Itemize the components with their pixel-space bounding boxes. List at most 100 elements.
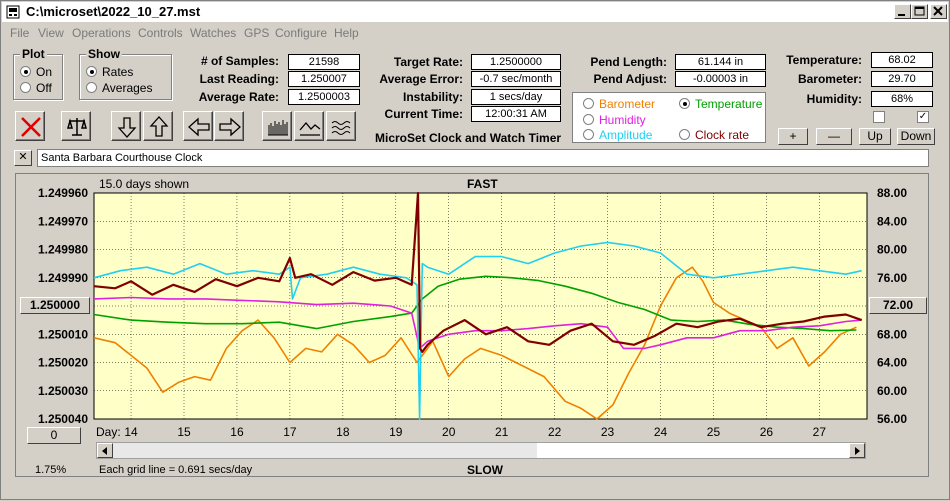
sensor-barometer-radio[interactable]: Barometer: [583, 97, 655, 111]
menu-gps[interactable]: GPS: [244, 26, 270, 40]
scroll-right-icon: [855, 447, 860, 455]
sensor-amplitude-radio[interactable]: Amplitude: [583, 128, 652, 142]
balance-button[interactable]: [61, 111, 91, 141]
right-value-button[interactable]: 72.00: [869, 297, 927, 314]
line-chart-icon: [299, 121, 321, 136]
series-line-clock-rate: [93, 191, 863, 353]
menu-help[interactable]: Help: [334, 26, 359, 40]
y-right-tick-label: 60.00: [877, 384, 907, 398]
fast-label: FAST: [467, 177, 498, 191]
arrow-left-button[interactable]: [183, 111, 213, 141]
scroll-right-button[interactable]: [849, 443, 865, 458]
y-left-tick-label: 1.249970: [38, 214, 88, 228]
temperature-field: 68.02: [871, 52, 933, 68]
plus-button[interactable]: +: [778, 128, 808, 145]
menu-operations[interactable]: Operations: [72, 26, 131, 40]
instability-label: Instability:: [402, 90, 463, 104]
menu-controls[interactable]: Controls: [138, 26, 183, 40]
y-right-tick-label: 56.00: [877, 412, 907, 426]
minus-button[interactable]: —: [816, 128, 852, 145]
x-tick-label: 22: [548, 425, 562, 439]
sensor-clock-rate-label: Clock rate: [695, 128, 750, 142]
plot-off-radio[interactable]: Off: [20, 81, 52, 95]
sensor-temperature-radio[interactable]: Temperature: [679, 97, 762, 111]
zoom-label: 1.75%: [35, 464, 67, 476]
minimize-button[interactable]: [894, 4, 911, 19]
left-value-button[interactable]: 1.250000: [20, 297, 90, 314]
arrow-down-button[interactable]: [111, 111, 141, 141]
show-averages-label: Averages: [102, 81, 153, 95]
maximize-button[interactable]: [911, 4, 928, 19]
y-left-tick-label: 1.249960: [38, 186, 88, 200]
waves-icon: [331, 121, 351, 135]
radio-empty-icon: [20, 82, 31, 93]
radio-empty-icon: [583, 98, 594, 109]
current-time-field: 12:00:31 AM: [471, 106, 561, 122]
bars-button[interactable]: [262, 111, 292, 141]
arrow-up-icon: [149, 116, 169, 137]
show-averages-radio[interactable]: Averages: [86, 81, 152, 95]
arrow-up-button[interactable]: [143, 111, 173, 141]
x-tick-label: 20: [442, 425, 456, 439]
menu-configure[interactable]: Configure: [275, 26, 328, 40]
humidity-label: Humidity:: [806, 92, 862, 106]
series-line-amplitude: [93, 241, 862, 420]
y-right-tick-label: 84.00: [877, 214, 907, 228]
menu-view[interactable]: View: [38, 26, 64, 40]
scroll-thumb[interactable]: [537, 443, 849, 458]
show-rates-radio[interactable]: Rates: [86, 65, 133, 79]
close-window-button[interactable]: [930, 4, 947, 19]
average-rate-label: Average Rate:: [198, 90, 279, 104]
line-button[interactable]: [294, 111, 324, 141]
x-tick-label: 17: [283, 425, 297, 439]
radio-empty-icon: [583, 129, 594, 140]
x-tick-label: 16: [230, 425, 244, 439]
waves-button[interactable]: [326, 111, 356, 141]
sensor-clock-rate-radio[interactable]: Clock rate: [679, 128, 749, 142]
window-title: C:\microset\2022_10_27.mst: [26, 4, 201, 19]
x-tick-label: 21: [495, 425, 509, 439]
down-button[interactable]: Down: [897, 128, 935, 145]
sensor-amplitude-label: Amplitude: [599, 128, 653, 142]
clear-button[interactable]: [15, 111, 45, 141]
pend-adjust-field: -0.00003 in: [675, 71, 766, 87]
humidity-field: 68%: [871, 91, 933, 107]
minimize-icon: [898, 14, 905, 16]
maximize-icon: [914, 6, 925, 16]
clock-name-field[interactable]: Santa Barbara Courthouse Clock: [37, 149, 929, 167]
menu-watches[interactable]: Watches: [190, 26, 237, 40]
bottom-value-button[interactable]: 0: [27, 427, 81, 444]
y-left-tick-label: 1.249980: [38, 243, 88, 257]
scroll-left-button[interactable]: [97, 443, 113, 458]
y-right-tick-label: 80.00: [877, 243, 907, 257]
radio-selected-icon: [679, 98, 690, 109]
up-button[interactable]: Up: [859, 128, 891, 145]
y-right-tick-label: 88.00: [877, 186, 907, 200]
horizontal-scrollbar[interactable]: [96, 442, 866, 459]
plot-group-label: Plot: [20, 47, 47, 61]
left-checkbox[interactable]: [873, 111, 885, 123]
samples-label: # of Samples:: [200, 54, 279, 68]
plot-frame: [15, 173, 929, 477]
target-rate-label: Target Rate:: [393, 55, 463, 69]
series-line-temperature: [93, 275, 857, 332]
close-clock-button[interactable]: ✕: [14, 150, 32, 166]
sensor-humidity-radio[interactable]: Humidity: [583, 113, 646, 127]
plot-on-label: On: [36, 65, 53, 79]
average-error-label: Average Error:: [379, 72, 463, 86]
show-group: Show: [79, 47, 172, 100]
average-rate-field: 1.2500003: [288, 89, 360, 105]
x-tick-label: 23: [601, 425, 615, 439]
right-checkbox[interactable]: ✓: [917, 111, 929, 123]
y-right-tick-label: 68.00: [877, 327, 907, 341]
arrow-left-icon: [188, 117, 210, 137]
arrow-right-button[interactable]: [214, 111, 244, 141]
show-rates-label: Rates: [102, 65, 134, 79]
sensor-selector: Barometer Temperature Humidity Amplitude…: [572, 92, 766, 143]
plot-on-radio[interactable]: On: [20, 65, 52, 79]
radio-selected-icon: [86, 66, 97, 77]
last-reading-label: Last Reading:: [199, 72, 279, 86]
y-left-tick-label: 1.250040: [38, 412, 88, 426]
menu-file[interactable]: File: [10, 26, 30, 40]
